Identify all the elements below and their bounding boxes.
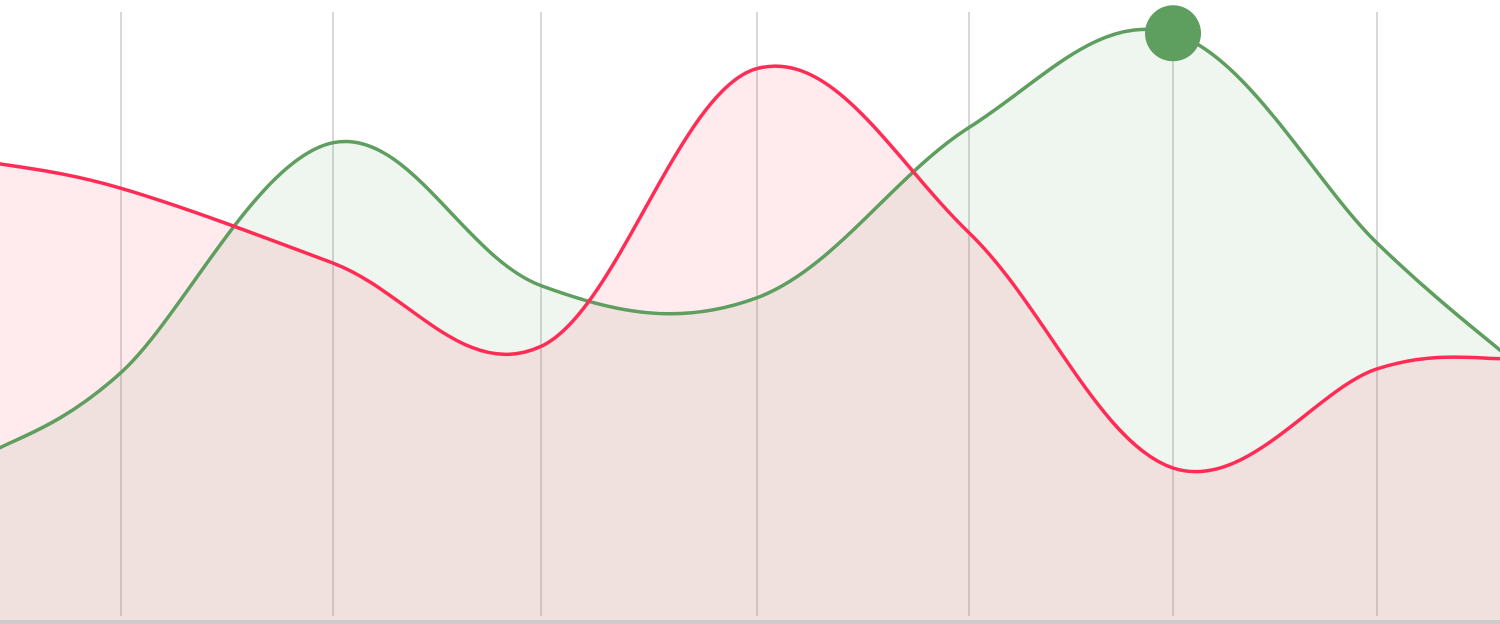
series-layer [0,27,1500,620]
series-0-area [0,29,1500,620]
series-1-area [0,66,1500,620]
highlight-point-marker[interactable] [1145,5,1201,62]
series-1-line [0,64,1500,474]
gridlines [120,12,1378,616]
highlight-layer [1145,5,1201,62]
series-0-line [0,27,1500,450]
